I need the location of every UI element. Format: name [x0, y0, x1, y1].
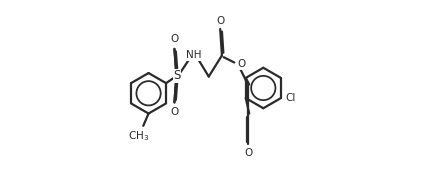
- Text: O: O: [171, 34, 179, 44]
- Text: NH: NH: [186, 51, 202, 60]
- Text: O: O: [171, 107, 179, 117]
- Text: O: O: [244, 148, 253, 158]
- Text: O: O: [237, 59, 245, 69]
- Text: S: S: [173, 69, 181, 82]
- Text: Cl: Cl: [285, 93, 296, 103]
- Text: CH$_3$: CH$_3$: [128, 129, 149, 143]
- Text: O: O: [216, 16, 225, 26]
